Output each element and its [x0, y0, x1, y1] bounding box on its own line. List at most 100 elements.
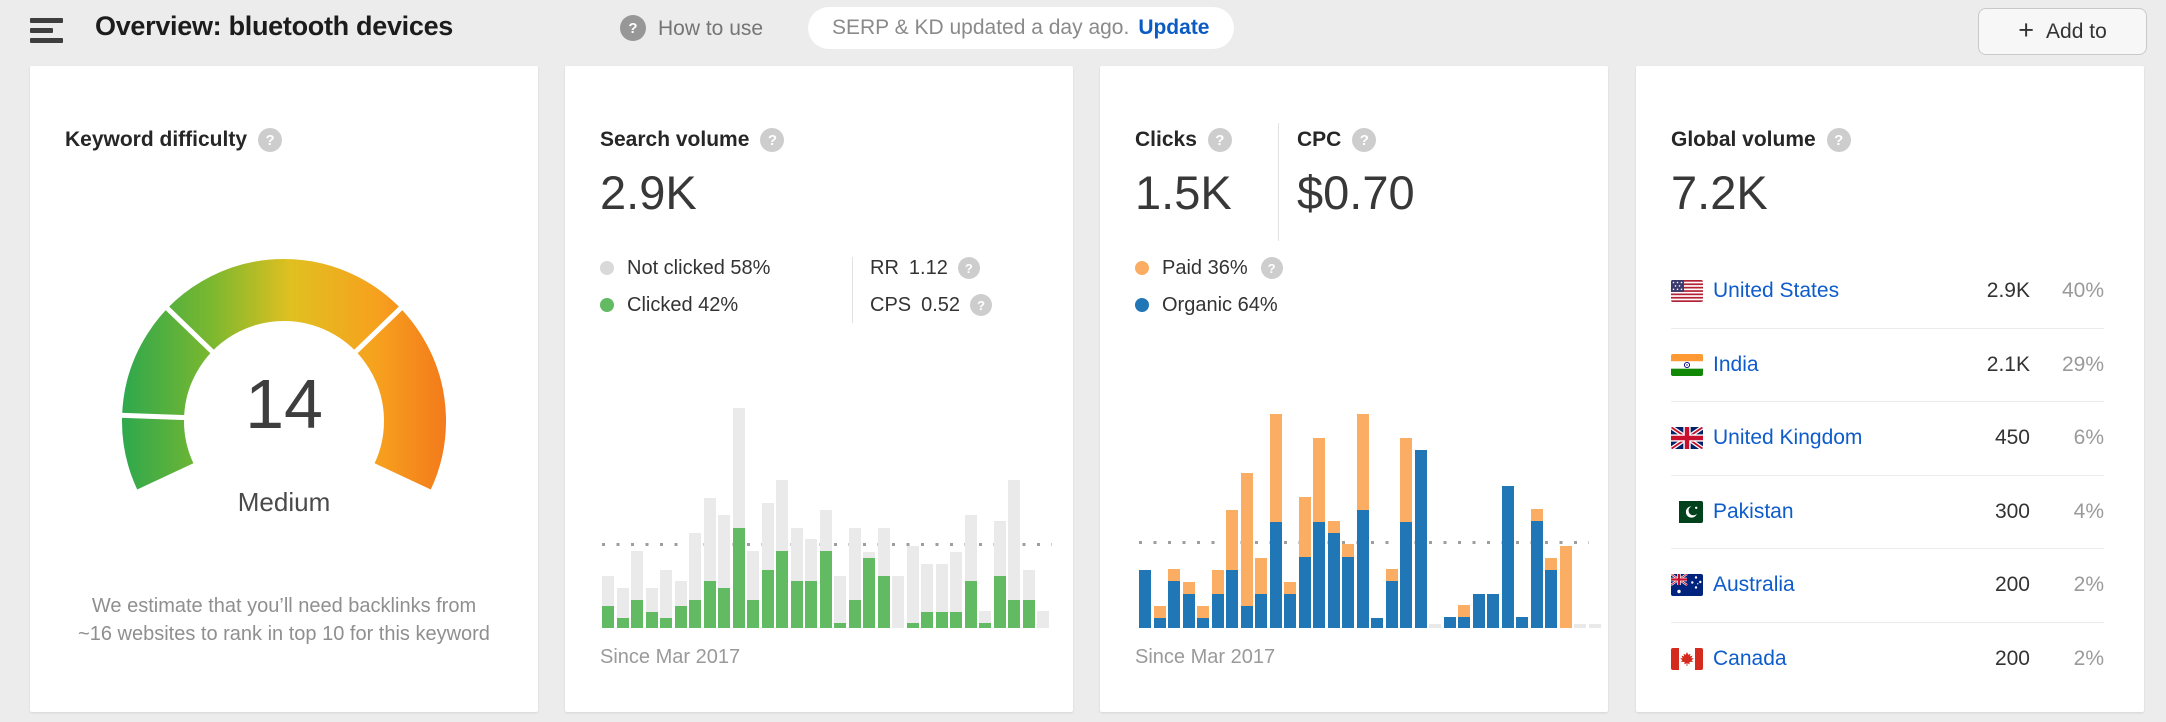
chart-bar[interactable] [834, 576, 846, 628]
chart-bar[interactable] [964, 515, 977, 628]
chart-bar[interactable] [1530, 509, 1543, 628]
chart-bar[interactable] [1240, 473, 1253, 628]
chart-bar[interactable] [1284, 582, 1296, 628]
country-link[interactable]: Pakistan [1713, 499, 1794, 523]
divider [852, 257, 853, 323]
chart-bar[interactable] [689, 533, 701, 628]
chart-bar[interactable] [921, 564, 933, 628]
chart-bar[interactable] [1008, 480, 1020, 628]
chart-bar[interactable] [892, 576, 904, 628]
chart-bar[interactable] [1153, 606, 1166, 628]
clicked-dot [600, 298, 614, 312]
country-link[interactable]: Australia [1713, 573, 1795, 597]
chart-bar[interactable] [1574, 624, 1586, 628]
chart-bar[interactable] [631, 551, 643, 628]
chart-bar[interactable] [979, 611, 991, 628]
chart-bar[interactable] [819, 510, 832, 628]
chart-bar[interactable] [1458, 605, 1470, 628]
cpc-value: $0.70 [1297, 166, 1415, 219]
chart-bar[interactable] [1501, 486, 1514, 628]
help-icon[interactable] [957, 257, 980, 279]
chart-bar[interactable] [790, 528, 803, 628]
chart-bar[interactable] [1139, 570, 1151, 628]
chart-bar[interactable] [1487, 594, 1499, 628]
chart-bar[interactable] [863, 552, 875, 628]
add-to-button[interactable]: + Add to [1978, 8, 2147, 55]
help-icon[interactable] [620, 15, 646, 41]
country-volume: 200 [1994, 573, 2030, 597]
chart-bar[interactable] [1022, 570, 1035, 628]
chart-bar[interactable] [1356, 414, 1369, 628]
chart-bar[interactable] [1298, 497, 1311, 628]
update-link[interactable]: Update [1138, 16, 1210, 39]
chart-bar[interactable] [732, 408, 745, 628]
country-link[interactable]: United Kingdom [1713, 426, 1863, 450]
help-icon[interactable] [258, 128, 283, 152]
chart-bar[interactable] [645, 588, 658, 628]
chart-bar[interactable] [1168, 569, 1180, 628]
chart-bar[interactable] [718, 515, 730, 628]
chart-bar[interactable] [950, 552, 962, 628]
chart-bar[interactable] [776, 480, 788, 628]
difficulty-gauge [119, 259, 446, 490]
chart-bar[interactable] [660, 570, 672, 628]
rr-cps-stats: RR 1.12 CPS 0.52 [870, 256, 993, 330]
help-icon[interactable] [760, 128, 785, 152]
chart-bar[interactable] [1588, 624, 1601, 628]
chart-bar[interactable] [602, 576, 614, 628]
chart-bar[interactable] [1385, 569, 1398, 628]
chart-bar[interactable] [1182, 582, 1195, 628]
chart-bar[interactable] [1342, 544, 1354, 628]
chart-bar[interactable] [848, 528, 861, 628]
country-volume: 2.1K [1986, 352, 2030, 376]
help-icon[interactable] [970, 294, 993, 316]
chart-bar[interactable] [1226, 510, 1238, 628]
country-link[interactable]: United States [1713, 279, 1840, 303]
chart-bar[interactable] [1313, 438, 1325, 628]
chart-bar[interactable] [616, 588, 629, 628]
chart-bar[interactable] [1443, 617, 1456, 628]
chart-bar[interactable] [877, 528, 890, 628]
chart-bar[interactable] [1037, 611, 1049, 628]
chart-caption: Since Mar 2017 [600, 646, 741, 668]
difficulty-level: Medium [237, 487, 331, 517]
country-link[interactable]: India [1713, 352, 1759, 376]
chart-bar[interactable] [1559, 546, 1572, 628]
chart-bar[interactable] [1414, 450, 1427, 628]
help-icon[interactable] [1826, 128, 1851, 152]
chart-bar[interactable] [1545, 558, 1557, 628]
chart-bar[interactable] [1429, 624, 1441, 628]
chart-bar[interactable] [674, 581, 687, 628]
country-row-pakistan: Pakistan 300 4% [1671, 476, 2104, 549]
chart-bar[interactable] [1255, 558, 1267, 628]
chart-bar[interactable] [761, 503, 774, 628]
chart-bar[interactable] [703, 498, 716, 628]
chart-bar[interactable] [1211, 570, 1224, 628]
country-row-india: India 2.1K 29% [1671, 329, 2104, 402]
help-icon[interactable] [1207, 128, 1232, 152]
chart-bar[interactable] [906, 546, 919, 628]
chart-bar[interactable] [1269, 414, 1282, 628]
chart-bar[interactable] [1516, 617, 1528, 628]
search-volume-value: 2.9K [600, 166, 697, 219]
help-icon[interactable] [1260, 257, 1283, 279]
chart-bar[interactable] [993, 521, 1006, 628]
how-to-use-link[interactable]: How to use [658, 17, 764, 40]
chart-bar[interactable] [1371, 618, 1383, 628]
chart-bar[interactable] [1400, 438, 1412, 628]
country-volume: 200 [1994, 647, 2030, 671]
chart-bar[interactable] [1472, 594, 1485, 628]
country-row-united-kingdom: United Kingdom 450 6% [1671, 402, 2104, 476]
country-row-australia: Australia 200 2% [1671, 549, 2104, 623]
chart-bar[interactable] [935, 564, 948, 628]
country-link[interactable]: Canada [1713, 647, 1787, 671]
sidebar-toggle-icon[interactable] [30, 18, 63, 44]
legend-item-paid: Paid 36% [1135, 256, 1283, 280]
flag-pakistan-icon [1671, 500, 1703, 523]
chart-bar[interactable] [1327, 521, 1340, 628]
help-icon[interactable] [1352, 128, 1377, 152]
chart-bar[interactable] [747, 551, 759, 628]
plus-icon: + [2018, 15, 2035, 45]
chart-bar[interactable] [805, 539, 817, 628]
chart-bar[interactable] [1197, 606, 1209, 628]
